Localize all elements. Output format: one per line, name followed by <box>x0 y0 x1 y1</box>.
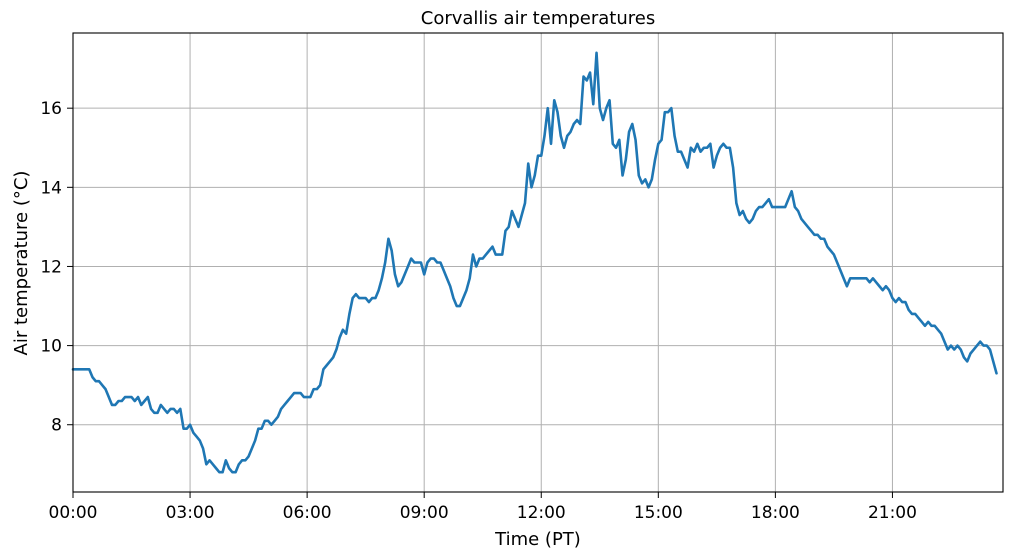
x-tick-label: 09:00 <box>400 503 449 523</box>
chart-title: Corvallis air temperatures <box>421 8 655 29</box>
x-tick-label: 21:00 <box>868 503 917 523</box>
x-tick-label: 15:00 <box>634 503 683 523</box>
y-tick-label: 10 <box>40 337 62 357</box>
plot-frame <box>72 32 1004 493</box>
x-tick-label: 06:00 <box>283 503 332 523</box>
x-axis-label: Time (PT) <box>494 529 581 550</box>
y-axis-label: Air temperature (°C) <box>11 171 32 356</box>
y-tick-label: 12 <box>40 257 62 277</box>
x-tick-label: 12:00 <box>517 503 566 523</box>
temperature-series-line <box>71 51 998 474</box>
grid-lines <box>72 33 1003 492</box>
x-tick-label: 03:00 <box>166 503 215 523</box>
y-tick-label: 14 <box>40 178 62 198</box>
axis-ticks: 00:00 03:00 06:00 09:00 12:00 15:00 18:00 21:00… <box>40 99 917 523</box>
y-tick-label: 8 <box>51 416 62 436</box>
x-tick-label: 00:00 <box>49 503 98 523</box>
x-tick-label: 18:00 <box>751 503 800 523</box>
y-tick-label: 16 <box>40 99 62 119</box>
